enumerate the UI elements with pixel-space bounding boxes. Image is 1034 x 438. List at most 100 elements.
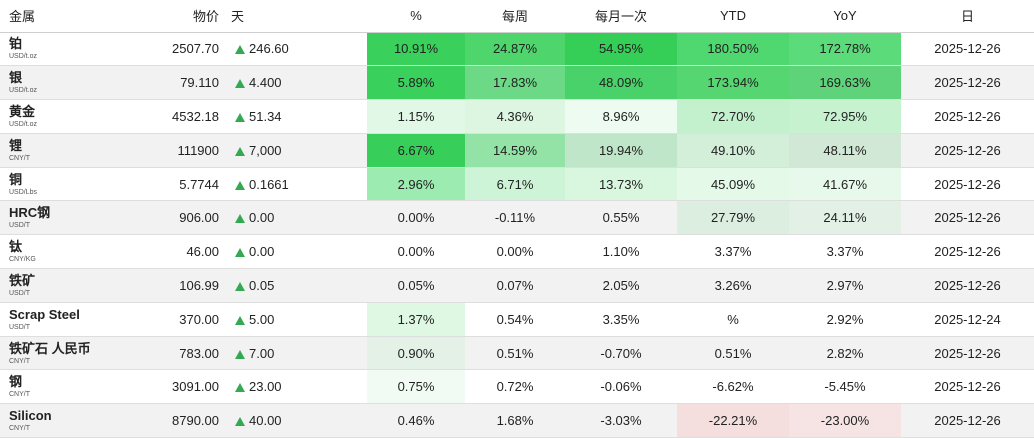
metal-name[interactable]: 钢 xyxy=(9,374,23,390)
metal-cell[interactable]: 铂 USD/t.oz xyxy=(0,32,145,66)
weekly-cell: 24.87% xyxy=(465,32,565,66)
day-change-cell: 0.00 xyxy=(225,235,367,269)
day-change-value: 246.60 xyxy=(249,41,289,57)
yoy-cell: 169.63% xyxy=(789,65,901,100)
table-row[interactable]: 铁矿石 人民币 CNY/T 783.00 7.00 0.90% 0.51% -0.70% 0.… xyxy=(0,336,1034,370)
metal-name[interactable]: 铁矿石 人民币 xyxy=(9,340,91,356)
table-row[interactable]: 铜 USD/Lbs 5.7744 0.1661 2.96% 6.71% 13.73% 45.0… xyxy=(0,167,1034,201)
price-cell: 111900 xyxy=(177,142,219,158)
ytd-cell: 72.70% xyxy=(677,99,789,134)
day-change-cell: 0.00 xyxy=(225,201,367,235)
metal-name[interactable]: 铂 xyxy=(9,36,23,52)
header-price[interactable]: 物价 xyxy=(145,0,225,33)
monthly-cell: 19.94% xyxy=(565,133,677,168)
day-change-cell: 51.34 xyxy=(225,100,367,134)
metal-name[interactable]: HRC钢 xyxy=(9,205,51,221)
metal-cell[interactable]: Silicon CNY/T xyxy=(0,404,145,438)
metal-cell[interactable]: 银 USD/t.oz xyxy=(0,66,145,100)
up-arrow-icon xyxy=(235,214,245,224)
metal-unit: USD/T xyxy=(9,289,30,297)
pct-cell: 0.00% xyxy=(397,210,435,226)
price-cell: 3091.00 xyxy=(172,379,219,395)
metal-cell[interactable]: HRC钢 USD/T xyxy=(0,201,145,235)
table-row[interactable]: 钛 CNY/KG 46.00 0.00 0.00% 0.00% 1.10% 3.37% 3.37… xyxy=(0,235,1034,269)
pct-cell: 5.89% xyxy=(367,65,465,100)
price-cell: 370.00 xyxy=(179,311,219,327)
metal-name[interactable]: 锂 xyxy=(9,137,23,153)
header-name[interactable]: 金属 xyxy=(0,0,145,33)
yoy-cell: -23.00% xyxy=(789,403,901,438)
metal-cell[interactable]: 钛 CNY/KG xyxy=(0,235,145,269)
metal-cell[interactable]: 铁矿石 人民币 CNY/T xyxy=(0,336,145,370)
weekly-cell: 0.54% xyxy=(496,311,534,327)
metal-cell[interactable]: 钢 CNY/T xyxy=(0,370,145,404)
header-day[interactable]: 天 xyxy=(225,0,367,33)
metal-cell[interactable]: 锂 CNY/T xyxy=(0,133,145,167)
day-change-cell: 246.60 xyxy=(225,32,367,66)
table-row[interactable]: 铁矿 USD/T 106.99 0.05 0.05% 0.07% 2.05% 3.26% 2.9… xyxy=(0,268,1034,303)
up-arrow-icon xyxy=(235,146,245,156)
table-row[interactable]: 黄金 USD/t.oz 4532.18 51.34 1.15% 4.36% 8.96% 72.… xyxy=(0,99,1034,134)
day-change-cell: 4.400 xyxy=(225,66,367,100)
metal-name[interactable]: 钛 xyxy=(9,239,23,255)
ytd-cell: -22.21% xyxy=(677,403,789,438)
yoy-cell: 3.37% xyxy=(826,244,864,260)
weekly-cell: 17.83% xyxy=(465,65,565,100)
day-change-value: 4.400 xyxy=(249,75,282,91)
metal-name[interactable]: Silicon xyxy=(9,408,52,424)
yoy-cell: 2.97% xyxy=(826,277,864,293)
table-row[interactable]: 钢 CNY/T 3091.00 23.00 0.75% 0.72% -0.06% -6.62%… xyxy=(0,369,1034,404)
metal-cell[interactable]: Scrap Steel USD/T xyxy=(0,302,145,336)
metal-cell[interactable]: 铜 USD/Lbs xyxy=(0,167,145,201)
table-row[interactable]: 银 USD/t.oz 79.110 4.400 5.89% 17.83% 48.09% 173… xyxy=(0,65,1034,100)
date-cell: 2025-12-26 xyxy=(934,142,1001,158)
monthly-cell: -0.06% xyxy=(600,379,642,395)
header-monthly[interactable]: 每月一次 xyxy=(565,0,677,33)
up-arrow-icon xyxy=(235,180,245,190)
header-weekly[interactable]: 每周 xyxy=(465,0,565,33)
table-row[interactable]: HRC钢 USD/T 906.00 0.00 0.00% -0.11% 0.55% 27.79… xyxy=(0,200,1034,235)
weekly-cell: 0.00% xyxy=(496,244,534,260)
metal-unit: CNY/KG xyxy=(9,256,36,264)
day-change-value: 51.34 xyxy=(249,108,282,124)
table-row[interactable]: Scrap Steel USD/T 370.00 5.00 1.37% 0.54% 3.35… xyxy=(0,302,1034,337)
table-row[interactable]: 锂 CNY/T 111900 7,000 6.67% 14.59% 19.94% 49.10%… xyxy=(0,133,1034,168)
day-change-value: 0.1661 xyxy=(249,176,289,192)
pct-cell: 0.05% xyxy=(397,277,435,293)
up-arrow-icon xyxy=(235,349,245,359)
metal-name[interactable]: 铜 xyxy=(9,171,23,187)
price-cell: 906.00 xyxy=(179,210,219,226)
yoy-cell: 172.78% xyxy=(789,32,901,66)
header-ytd[interactable]: YTD xyxy=(677,0,789,33)
metal-name[interactable]: Scrap Steel xyxy=(9,306,80,322)
day-change-cell: 40.00 xyxy=(225,404,367,438)
monthly-cell: 13.73% xyxy=(565,167,677,201)
price-cell: 5.7744 xyxy=(179,176,219,192)
header-yoy[interactable]: YoY xyxy=(789,0,901,33)
price-cell: 46.00 xyxy=(186,244,219,260)
monthly-cell: 1.10% xyxy=(602,244,640,260)
metal-name[interactable]: 黄金 xyxy=(9,103,36,119)
monthly-cell: 0.55% xyxy=(602,210,640,226)
pct-cell: 0.90% xyxy=(367,336,465,370)
day-change-cell: 0.05 xyxy=(225,269,367,303)
up-arrow-icon xyxy=(235,248,245,258)
yoy-cell: 2.82% xyxy=(826,345,864,361)
header-pct[interactable]: % xyxy=(367,0,465,33)
ytd-cell: 45.09% xyxy=(677,167,789,201)
metal-name[interactable]: 银 xyxy=(9,70,23,86)
metal-cell[interactable]: 铁矿 USD/T xyxy=(0,269,145,303)
table-row[interactable]: Silicon CNY/T 8790.00 40.00 0.46% 1.68% -3.03%… xyxy=(0,403,1034,438)
monthly-cell: 48.09% xyxy=(565,65,677,100)
price-cell: 79.110 xyxy=(180,75,219,91)
price-cell: 4532.18 xyxy=(172,108,219,124)
metal-cell[interactable]: 黄金 USD/t.oz xyxy=(0,100,145,134)
pct-cell: 0.46% xyxy=(397,413,435,429)
header-date[interactable]: 日 xyxy=(901,0,1034,33)
table-row[interactable]: 铂 USD/t.oz 2507.70 246.60 10.91% 24.87% 54.95%… xyxy=(0,32,1034,66)
pct-cell: 2.96% xyxy=(367,167,465,201)
metal-name[interactable]: 铁矿 xyxy=(9,272,36,288)
date-cell: 2025-12-26 xyxy=(934,345,1001,361)
price-cell: 783.00 xyxy=(179,345,219,361)
